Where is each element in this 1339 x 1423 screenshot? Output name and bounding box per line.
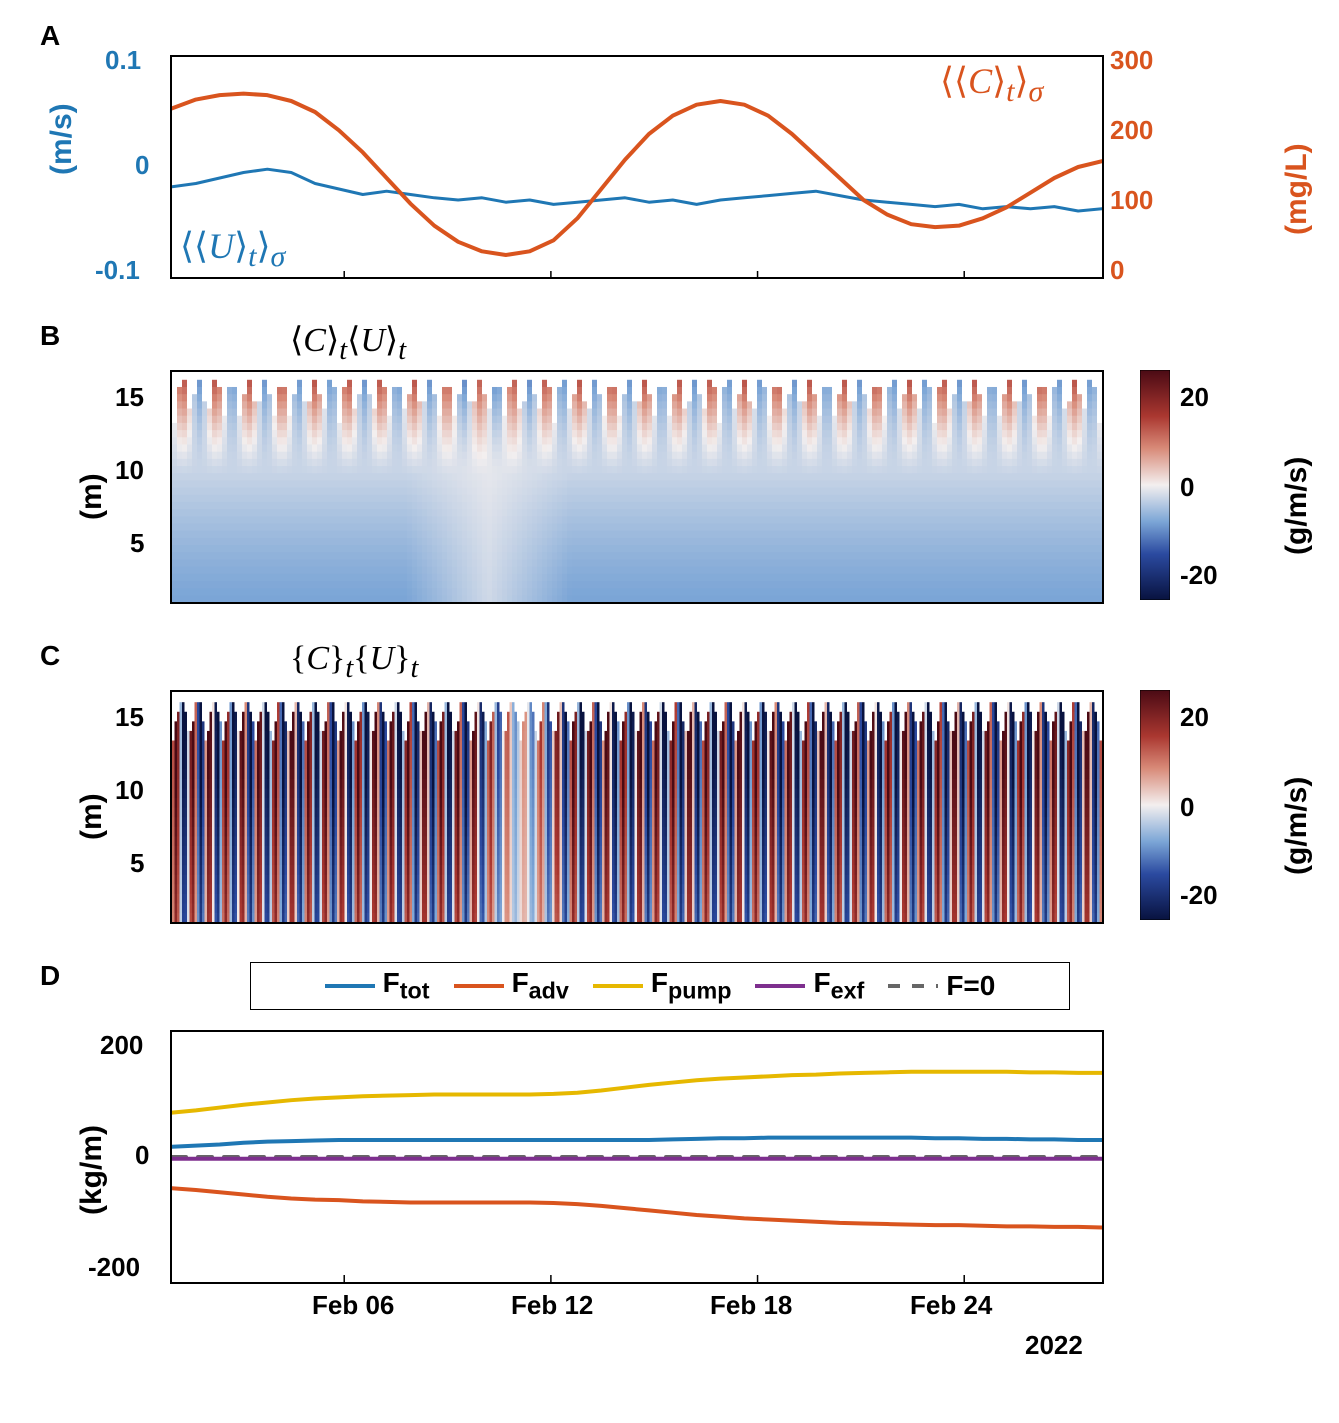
- panel-b-ytick-5: 5: [130, 528, 144, 559]
- panel-c-ytick-5: 5: [130, 848, 144, 879]
- panel-a-rtick-300: 300: [1110, 45, 1153, 76]
- figure-root: A (m/s) (mg/L) 0.1 0 -0.1 300 200 100 0 …: [0, 0, 1339, 1423]
- legend-swatch-F_exf: [755, 984, 805, 988]
- panel-d-legend: Ftot Fadv Fpump Fexf F=0: [250, 962, 1070, 1010]
- panel-d-label: D: [40, 960, 60, 992]
- panel-b-label: B: [40, 320, 60, 352]
- panel-d-ytick-200: 200: [100, 1030, 143, 1061]
- panel-a-yright-label: (mg/L): [1280, 143, 1314, 235]
- panel-c-plot: [170, 690, 1104, 924]
- panel-d-ytick-n200: -200: [88, 1252, 140, 1283]
- xaxis-tick-2: Feb 18: [710, 1290, 792, 1321]
- panel-c-cb-20: 20: [1180, 702, 1209, 733]
- legend-swatch-F_adv: [454, 984, 504, 988]
- panel-c-ytick-15: 15: [115, 702, 144, 733]
- legend-item-F_pump: Fpump: [593, 967, 732, 1005]
- panel-b-cb-0: 0: [1180, 472, 1194, 503]
- legend-item-F_adv: Fadv: [454, 967, 569, 1005]
- panel-c-label: C: [40, 640, 60, 672]
- panel-c-cb-label: (g/m/s): [1280, 777, 1314, 875]
- legend-item-F_exf: Fexf: [755, 967, 864, 1005]
- legend-item-F0: F=0: [888, 967, 995, 1005]
- xaxis-tick-1: Feb 12: [511, 1290, 593, 1321]
- panel-b-ylabel: (m): [75, 473, 109, 520]
- panel-a-ltick-2: -0.1: [95, 255, 140, 286]
- panel-a-yleft-label: (m/s): [45, 103, 79, 175]
- legend-label-F_exf: Fexf: [813, 967, 864, 1005]
- panel-a-rtick-100: 100: [1110, 185, 1153, 216]
- panel-b-cb-label: (g/m/s): [1280, 457, 1314, 555]
- panel-c-cb-0: 0: [1180, 792, 1194, 823]
- panel-b-cb-20: 20: [1180, 382, 1209, 413]
- panel-a-rtick-0: 0: [1110, 255, 1124, 286]
- panel-d-plot: [170, 1030, 1104, 1284]
- xaxis-tick-0: Feb 06: [312, 1290, 394, 1321]
- legend-label-F0: F=0: [946, 970, 995, 1002]
- xaxis-year: 2022: [1025, 1330, 1083, 1361]
- panel-b-colorbar: [1140, 370, 1170, 600]
- panel-b-title: ⟨C⟩t⟨U⟩t: [290, 320, 406, 367]
- panel-a-ltick-1: 0: [135, 150, 149, 181]
- legend-swatch-F_tot: [325, 984, 375, 988]
- legend-swatch-F0: [888, 984, 938, 988]
- panel-a-rtick-200: 200: [1110, 115, 1153, 146]
- legend-item-F_tot: Ftot: [325, 967, 430, 1005]
- panel-c-title: {C}t{U}t: [290, 640, 418, 685]
- panel-a-inlabel-u: ⟨⟨U⟩t⟩σ: [180, 225, 285, 274]
- legend-label-F_adv: Fadv: [512, 967, 569, 1005]
- panel-b-ytick-15: 15: [115, 382, 144, 413]
- panel-c-ytick-10: 10: [115, 775, 144, 806]
- legend-label-F_tot: Ftot: [383, 967, 430, 1005]
- panel-c-colorbar: [1140, 690, 1170, 920]
- panel-c-cb-n20: -20: [1180, 880, 1218, 911]
- panel-a-ltick-0: 0.1: [105, 45, 141, 76]
- panel-d-ylabel: (kg/m): [75, 1125, 109, 1215]
- xaxis-tick-3: Feb 24: [910, 1290, 992, 1321]
- panel-a-label: A: [40, 20, 60, 52]
- panel-b-cb-n20: -20: [1180, 560, 1218, 591]
- panel-d-ytick-0: 0: [135, 1140, 149, 1171]
- legend-label-F_pump: Fpump: [651, 967, 732, 1005]
- panel-a-inlabel-c: ⟨⟨C⟩t⟩σ: [940, 60, 1043, 109]
- legend-swatch-F_pump: [593, 984, 643, 988]
- panel-b-ytick-10: 10: [115, 455, 144, 486]
- panel-c-ylabel: (m): [75, 793, 109, 840]
- panel-b-plot: [170, 370, 1104, 604]
